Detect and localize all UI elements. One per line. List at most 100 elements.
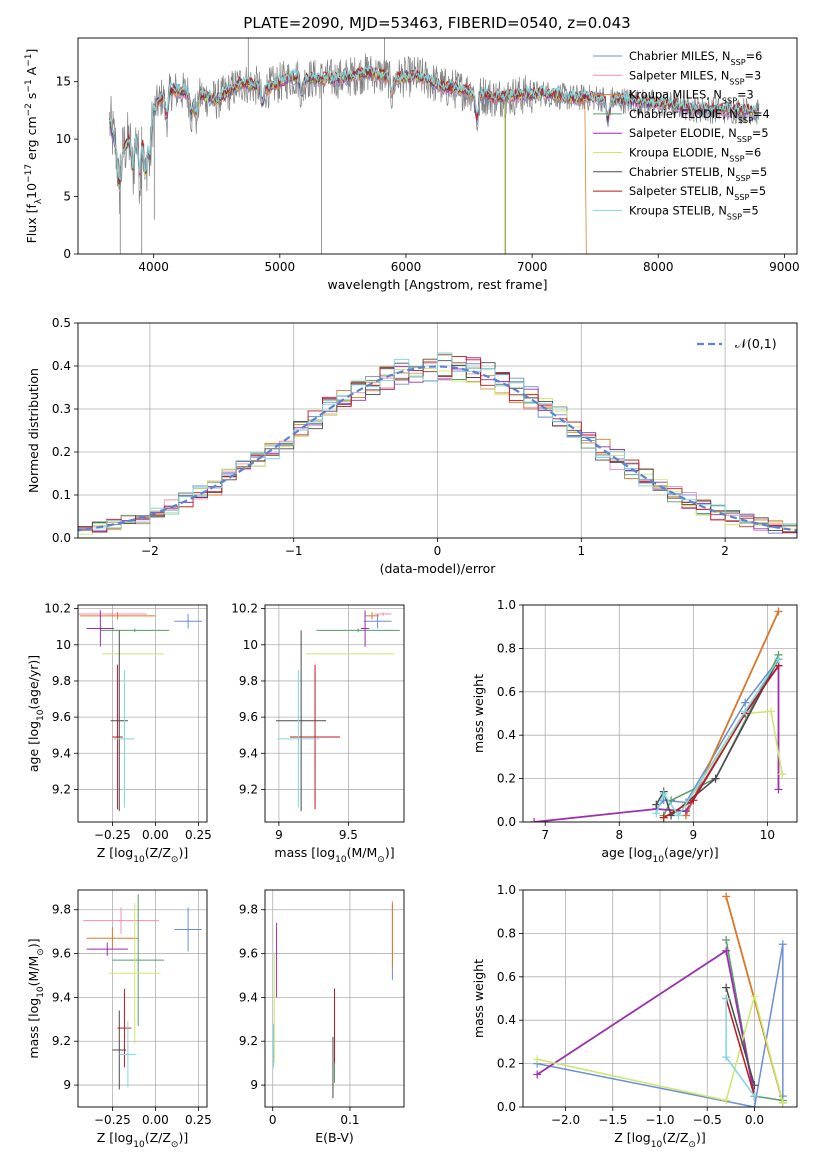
label-part: SSP [735,173,750,183]
legend-entry: 𝒩(0,1) [735,336,777,351]
y-tick-label: 0.8 [497,926,516,940]
label-part: erg cm [24,116,39,164]
mass-weight-marker [722,1096,731,1105]
label-part: −1 [24,54,34,67]
x-axis-label: Z [log10(Z/Z⊙)] [97,1130,188,1150]
y-axis-label: mass weight [471,674,486,753]
label-part: mass weight [471,674,486,753]
label-part: =6 [746,50,763,63]
label-part: (Z/Z [145,1130,171,1145]
label-part: 10 [133,1140,145,1150]
x-axis-label: wavelength [Angstrom, rest frame] [327,277,547,292]
y-tick-label: 10 [243,638,258,652]
y-tick-label: 0.1 [52,488,71,502]
y-tick-label: 9 [250,1078,258,1092]
y-tick-label: 9.2 [239,782,258,796]
mass-weight-marker [652,809,661,818]
label-part: Kroupa MILES, N [629,89,722,102]
label-part: 10 [36,709,46,721]
x-tick-label: 0.0 [745,1113,764,1127]
label-part: ⊙ [36,948,46,956]
mass-weight-line-6 [725,987,756,1086]
spectrum-model-line [109,63,759,181]
mass-weight-marker [722,1053,731,1062]
plot-area [83,894,202,1090]
mass-weight-line-4 [534,662,780,822]
x-tick-label: 6000 [391,260,422,274]
label-part: Kroupa ELODIE, N [629,147,729,160]
mass-weight-line-0 [537,944,784,1107]
panel-mass_EBV: 0 0.1 9 9.2 9.4 9.6 9.8 E(B-V) [239,889,405,1145]
x-tick-label: −0.5 [693,1113,722,1127]
y-tick-label: 9.2 [239,1034,258,1048]
axes-frame [522,604,798,823]
x-tick-label: −1.5 [598,1113,627,1127]
mass-weight-marker [711,774,720,783]
label-part: Kroupa STELIB, N [629,204,727,217]
grid [523,604,797,823]
label-part: SSP [729,154,744,164]
label-part: ⊙ [377,855,385,865]
label-part: Chabrier ELODIE, N [629,108,738,121]
legend-entry: Salpeter ELODIE, NSSP=5 [629,127,769,144]
y-tick-label: 0 [63,247,71,261]
mass-weight-marker [674,811,683,820]
label-part: Normed distribution [26,368,41,493]
label-part: Z [log [97,1130,133,1145]
mass-weight-marker [722,946,731,955]
label-part: =3 [737,89,754,102]
y-tick-label: 0.3 [52,402,71,416]
label-part: age [log [601,845,652,860]
y-tick-label: 0.6 [497,970,516,984]
grid [523,889,797,1108]
label-part: 10 [651,1140,663,1150]
y-tick-label: 0.6 [497,685,516,699]
x-tick-label: 0.00 [142,1113,169,1127]
x-tick-label: 0 [434,544,442,558]
label-part: Flux [f [24,204,39,244]
axes-frame [77,889,208,1108]
mass-weight-line-3 [663,654,780,816]
axes-frame [77,322,798,539]
x-tick-label: 0.00 [142,828,169,842]
x-tick-label: 2 [721,544,729,558]
mass-weight-marker [774,655,783,664]
label-part: SSP [722,96,737,106]
x-axis-label: age [log10(age/yr)] [601,845,718,865]
mass-weight-marker [774,785,783,794]
y-tick-label: 5 [63,190,71,204]
x-tick-label: 7000 [517,260,548,274]
mass-weight-line-7 [725,998,756,1097]
label-part: )] [178,1130,188,1145]
label-part: =3 [745,69,762,82]
mass-weight-marker [533,1070,542,1079]
y-tick-label: 9.2 [52,782,71,796]
label-part: )] [178,845,188,860]
figure-title: PLATE=2090, MJD=53463, FIBERID=0540, z=0… [243,14,630,32]
x-tick-label: −0.25 [94,1113,131,1127]
x-axis-label: E(B-V) [315,1130,354,1145]
legend-entry: Kroupa STELIB, NSSP=5 [629,204,759,221]
grid [78,890,207,1107]
label-part: Chabrier MILES, N [629,50,730,63]
y-tick-label: 10.2 [231,602,258,616]
label-part: wavelength [Angstrom, rest frame] [327,277,547,292]
y-tick-label: 0.2 [497,1057,516,1071]
label-part: ⊙ [171,855,179,865]
y-tick-label: 9.4 [52,990,71,1004]
label-part: =5 [751,166,768,179]
y-axis-label: age [log10(age/yr)] [26,655,46,772]
mass-weight-marker [778,770,787,779]
y-tick-label: 0.0 [52,531,71,545]
label-part: −2 [24,103,34,116]
y-tick-label: 9.8 [52,903,71,917]
label-part: =5 [749,185,766,198]
mass-weight-marker [530,818,539,822]
x-tick-label: 9 [690,828,698,842]
x-tick-label: 9000 [769,260,800,274]
grid [265,890,404,1107]
